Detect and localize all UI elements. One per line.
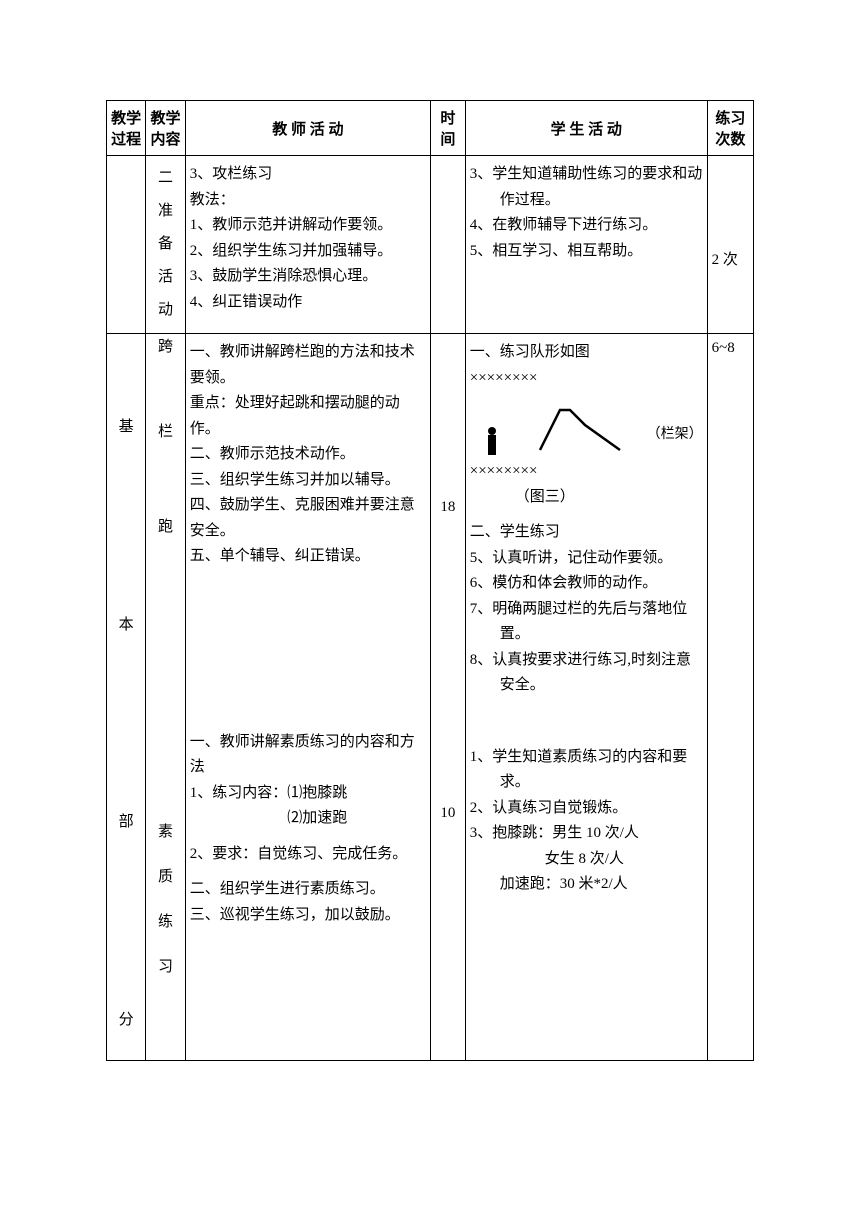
quality-teacher-l1: 一、教师讲解素质练习的内容和方法 [190,730,426,781]
prep-reps-text: 2 次 [712,248,749,269]
prep-student-l1: 3、学生知道辅助性练习的要求和动作过程。 [470,162,703,213]
prep-student-cell: 3、学生知道辅助性练习的要求和动作过程。 4、在教师辅导下进行练习。 5、相互学… [465,156,707,334]
main-process-c2: 本 [111,592,141,660]
prep-student-l3: 5、相互学习、相互帮助。 [470,239,703,265]
prep-teacher-l1: 3、攻栏练习 [190,162,426,188]
header-content: 教学内容 [146,101,185,156]
header-student: 学 生 活 动 [465,101,707,156]
prep-stage-cell: 二准备活动 [146,156,185,334]
prep-process-cell [107,156,146,334]
main-stage-cell: 跨 栏 跑 素 质 练 习 [146,334,185,1061]
prep-teacher-cell: 3、攻栏练习 教法： 1、教师示范并讲解动作要领。 2、组织学生练习并加强辅导。… [185,156,430,334]
quality-stage-c1: 素 [150,825,180,840]
main-teacher-cell: 一、教师讲解跨栏跑的方法和技术要领。 重点：处理好起跳和摆动腿的动作。 二、教师… [185,334,430,1061]
prep-teacher-l5: 3、鼓励学生消除恐惧心理。 [190,264,426,290]
main-time-cell: 18 10 [431,334,466,1061]
hurdle-label: （栏架） [647,423,703,447]
quality-stage-c3: 练 [150,915,180,930]
hurdle-diagram: （栏架） [470,395,703,455]
prep-teacher-l3: 1、教师示范并讲解动作要领。 [190,213,426,239]
prep-student-l2: 4、在教师辅导下进行练习。 [470,213,703,239]
quality-teacher-l2: 1、练习内容：⑴抱膝跳 [190,781,426,807]
prep-stage-text: 二准备活动 [150,162,180,327]
header-time: 时间 [431,101,466,156]
hurdle-student-l6: 8、认真按要求进行练习,时刻注意安全。 [470,648,703,699]
formation-row1: ×××××××× [470,366,703,392]
header-process: 教学过程 [107,101,146,156]
main-row: 基 本 部 分 跨 栏 跑 素 质 练 习 一、教师讲解跨栏跑的方法和技术要领。 [107,334,754,1061]
main-process-c4: 分 [111,987,141,1055]
quality-time: 10 [435,801,461,827]
lesson-plan-table: 教学过程 教学内容 教 师 活 动 时间 学 生 活 动 练习次数 二准备活动 … [106,100,754,1061]
prep-time-cell [431,156,466,334]
quality-student-l4: 加速跑：30 米*2/人 [470,872,703,898]
header-teacher: 教 师 活 动 [185,101,430,156]
hurdle-teacher-l1: 一、教师讲解跨栏跑的方法和技术要领。 [190,340,426,391]
prep-teacher-l2: 教法： [190,188,426,214]
hurdle-time: 18 [435,495,461,521]
hurdle-reps: 6~8 [712,340,749,357]
hurdle-teacher-l3: 二、教师示范技术动作。 [190,442,426,468]
prep-teacher-l4: 2、组织学生练习并加强辅导。 [190,239,426,265]
hurdle-teacher-l5: 四、鼓励学生、克服困难并要注意安全。 [190,493,426,544]
quality-stage-c4: 习 [150,960,180,975]
hurdle-stage-c2: 栏 [150,425,180,440]
quality-student-l3: 3、抱膝跳：男生 10 次/人 [470,821,703,847]
prep-reps-cell: 2 次 [707,156,753,334]
hurdle-stage-c1: 跨 [150,340,180,355]
hurdle-student-l2: 二、学生练习 [470,520,703,546]
hurdle-student-l4: 6、模仿和体会教师的动作。 [470,571,703,597]
quality-teacher-l2b: ⑵加速跑 [190,806,426,832]
header-row: 教学过程 教学内容 教 师 活 动 时间 学 生 活 动 练习次数 [107,101,754,156]
prep-row: 二准备活动 3、攻栏练习 教法： 1、教师示范并讲解动作要领。 2、组织学生练习… [107,156,754,334]
hurdle-student-l5: 7、明确两腿过栏的先后与落地位置。 [470,597,703,648]
hurdle-student-l3: 5、认真听讲，记住动作要领。 [470,546,703,572]
main-student-cell: 一、练习队形如图 ×××××××× （栏架） ×××××××× （图三） 二、学… [465,334,707,1061]
hurdle-teacher-l6: 五、单个辅导、纠正错误。 [190,544,426,570]
header-reps: 练习次数 [707,101,753,156]
hurdle-stage-c3: 跑 [150,520,180,535]
quality-student-l3b: 女生 8 次/人 [470,847,703,873]
formation-caption: （图三） [470,485,703,511]
quality-teacher-l5: 三、巡视学生练习，加以鼓励。 [190,903,426,929]
prep-teacher-l6: 4、纠正错误动作 [190,290,426,316]
main-process-cell: 基 本 部 分 [107,334,146,1061]
main-process-c3: 部 [111,789,141,857]
quality-teacher-l4: 二、组织学生进行素质练习。 [190,877,426,903]
main-reps-cell: 6~8 [707,334,753,1061]
main-process-c1: 基 [111,394,141,462]
quality-student-l2: 2、认真练习自觉锻炼。 [470,796,703,822]
hurdle-teacher-l2: 重点：处理好起跳和摆动腿的动作。 [190,391,426,442]
hurdle-student-l1: 一、练习队形如图 [470,340,703,366]
quality-teacher-l3: 2、要求：自觉练习、完成任务。 [190,842,426,868]
quality-stage-c2: 质 [150,870,180,885]
quality-student-l1: 1、学生知道素质练习的内容和要求。 [470,745,703,796]
hurdle-teacher-l4: 三、组织学生练习并加以辅导。 [190,468,426,494]
